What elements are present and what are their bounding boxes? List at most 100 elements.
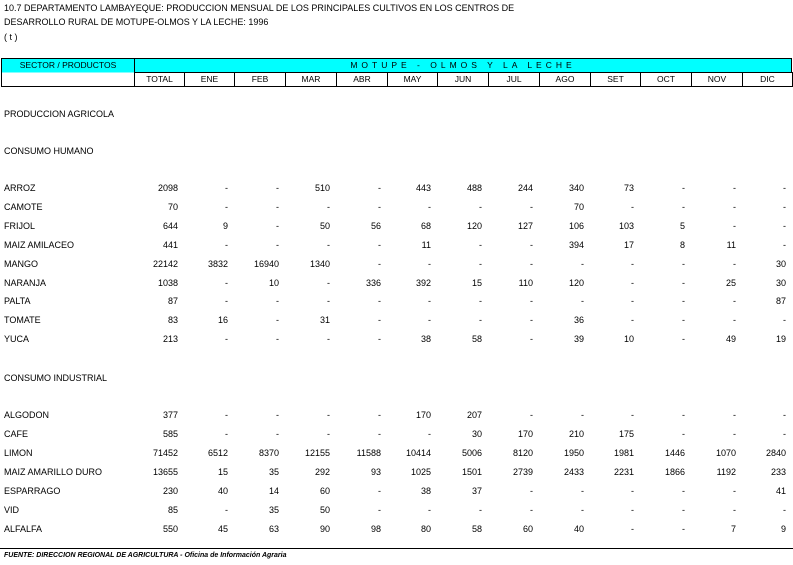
cell-value: - <box>276 201 279 212</box>
cell-value: - <box>225 277 228 288</box>
cell-value: - <box>378 201 381 212</box>
cell-value: - <box>530 201 533 212</box>
cell-value: - <box>276 239 279 250</box>
cell-value: - <box>631 504 634 515</box>
cell-value: 9 <box>780 523 786 534</box>
cell-value: 336 <box>365 277 381 288</box>
cell-value: 12155 <box>304 447 330 458</box>
cell-value: - <box>783 239 786 250</box>
cell-value: 1501 <box>461 466 482 477</box>
cell-value: 31 <box>319 315 330 326</box>
cell-value: - <box>682 334 685 345</box>
cell-value: 11 <box>726 239 736 250</box>
cell-value: - <box>225 334 228 345</box>
cell-value: - <box>733 504 736 515</box>
cell-value: 56 <box>370 220 381 231</box>
cell-value: 35 <box>268 504 279 515</box>
column-header: JUL <box>488 72 540 87</box>
cell-value: - <box>682 277 685 288</box>
cell-value: 207 <box>466 410 482 421</box>
cell-value: 1025 <box>410 466 431 477</box>
source: FUENTE: DIRECCION REGIONAL DE AGRICULTUR… <box>4 552 287 559</box>
cell-value: - <box>530 485 533 496</box>
cell-value: 120 <box>568 277 584 288</box>
cell-value: 63 <box>268 523 279 534</box>
cell-value: - <box>225 201 228 212</box>
cell-value: - <box>783 315 786 326</box>
cell-value: - <box>327 334 330 345</box>
cell-value: - <box>276 220 279 231</box>
cell-value: 120 <box>466 220 482 231</box>
cell-value: 7 <box>730 523 736 534</box>
column-header: FEB <box>234 72 286 87</box>
cell-value: - <box>631 296 634 307</box>
cell-value: 5006 <box>461 447 482 458</box>
cell-value: 2098 <box>157 183 178 193</box>
cell-value: - <box>783 410 786 421</box>
group-label: PRODUCCION AGRICOLA <box>4 109 115 119</box>
cell-value: 377 <box>162 410 178 421</box>
cell-value: 70 <box>573 201 584 212</box>
cell-value: - <box>682 504 685 515</box>
cell-value: 244 <box>517 183 533 193</box>
row-label: YUCA <box>4 334 30 345</box>
cell-value: - <box>631 258 634 269</box>
cell-value: 80 <box>420 523 431 534</box>
cell-value: 22142 <box>152 258 178 269</box>
cell-value: 10 <box>623 334 634 345</box>
cell-value: - <box>733 485 736 496</box>
column-header: ENE <box>184 72 235 87</box>
cell-value: - <box>378 429 381 439</box>
cell-value: 1340 <box>309 258 330 269</box>
cell-value: 585 <box>162 429 178 439</box>
cell-value: - <box>479 258 482 269</box>
cell-value: - <box>682 523 685 534</box>
cell-value: 98 <box>370 523 381 534</box>
cell-value: - <box>783 183 786 193</box>
cell-value: - <box>327 429 330 439</box>
cell-value: 50 <box>319 504 330 515</box>
cell-value: 85 <box>167 504 178 515</box>
cell-value: 510 <box>314 183 330 193</box>
cell-value: - <box>276 429 279 439</box>
cell-value: 1981 <box>613 447 634 458</box>
column-header: DIC <box>742 72 793 87</box>
cell-value: - <box>631 315 634 326</box>
cell-value: 40 <box>217 485 228 496</box>
row-label: MAIZ AMARILLO DURO <box>4 466 103 477</box>
cell-value: - <box>225 410 228 421</box>
row-label: FRIJOL <box>4 220 36 231</box>
cell-value: - <box>378 334 381 345</box>
cell-value: - <box>733 201 736 212</box>
cell-value: - <box>682 429 685 439</box>
row-label: ALFALFA <box>4 523 43 534</box>
cell-value: - <box>276 315 279 326</box>
cell-value: 49 <box>725 334 736 345</box>
cell-value: - <box>682 201 685 212</box>
cell-value: - <box>479 239 482 250</box>
cell-value: 71452 <box>152 447 178 458</box>
row-label: MAIZ AMILACEO <box>4 239 75 250</box>
cell-value: 60 <box>319 485 330 496</box>
cell-value: - <box>276 296 279 307</box>
cell-value: 58 <box>471 334 482 345</box>
cell-value: - <box>327 296 330 307</box>
cell-value: 39 <box>573 334 584 345</box>
cell-value: 644 <box>162 220 178 231</box>
cell-value: - <box>530 315 533 326</box>
cell-value: 16940 <box>253 258 279 269</box>
cell-value: - <box>733 410 736 421</box>
cell-value: 6512 <box>207 447 228 458</box>
cell-value: 233 <box>770 466 786 477</box>
cell-value: - <box>682 410 685 421</box>
cell-value: 9 <box>222 220 228 231</box>
cell-value: - <box>631 277 634 288</box>
cell-value: - <box>733 258 736 269</box>
cell-value: - <box>682 296 685 307</box>
footer-rule <box>0 548 793 549</box>
cell-value: 443 <box>415 183 431 193</box>
row-label: NARANJA <box>4 277 47 288</box>
cell-value: 38 <box>420 334 431 345</box>
cell-value: 5 <box>679 220 685 231</box>
cell-value: - <box>428 201 431 212</box>
